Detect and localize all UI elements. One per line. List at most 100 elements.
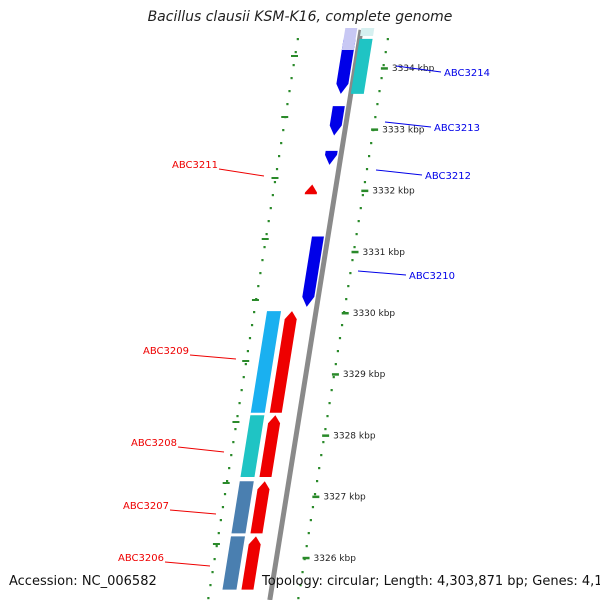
reverse-guide-dot (263, 246, 266, 249)
tick-label: 3334 kbp (392, 64, 435, 74)
minor-dash (251, 299, 259, 301)
forward-gene-ABC3210 (302, 236, 324, 307)
minor-dash (222, 482, 230, 484)
reverse-guide-dot (219, 519, 222, 522)
tick-label: 3329 kbp (343, 370, 386, 380)
forward-guide-dot (359, 207, 362, 210)
forward-guide-dot (320, 454, 323, 457)
tick-mark (302, 556, 310, 560)
tick-label: 3333 kbp (382, 125, 425, 135)
backbone-line (267, 29, 364, 600)
reverse-guide-dot (242, 376, 245, 379)
forward-guide-dot (330, 389, 333, 392)
gene-label-ABC3214: ABC3214 (444, 68, 490, 79)
reverse-gene-ABC3207 (250, 481, 270, 534)
gene-leader-line (375, 169, 423, 176)
cds-feature (222, 536, 245, 590)
forward-guide-dot (318, 467, 321, 470)
reverse-guide-dot (269, 207, 272, 210)
reverse-guide-dot (221, 506, 225, 509)
forward-guide-dot (365, 168, 369, 171)
gene-leader-line (164, 561, 211, 567)
reverse-guide-dot (250, 324, 254, 327)
forward-guide-dot (363, 181, 367, 184)
reverse-guide-dot (253, 311, 256, 314)
reverse-guide-dot (238, 402, 241, 405)
forward-guide-dot (299, 584, 302, 587)
reverse-gene-ABC3208 (259, 415, 281, 478)
forward-guide-dot (380, 77, 383, 80)
gene-label-ABC3208: ABC3208 (131, 438, 177, 449)
reverse-guide-dot (257, 285, 260, 288)
forward-guide-dot (376, 103, 379, 106)
forward-guide-dot (324, 428, 327, 431)
tick-label: 3327 kbp (323, 493, 366, 503)
reverse-guide-dot (217, 532, 220, 535)
tick-mark (341, 312, 349, 315)
minor-dash (261, 238, 269, 240)
cds-feature (250, 311, 282, 413)
forward-guide-dot (361, 194, 364, 197)
minor-dash (291, 55, 298, 57)
map-title: Bacillus clausii KSM-K16, complete genom… (147, 9, 453, 25)
reverse-guide-dot (230, 454, 233, 457)
tick-label: 3332 kbp (372, 187, 415, 197)
forward-guide-dot (338, 337, 342, 340)
forward-guide-dot (368, 155, 371, 158)
topology-text: Topology: circular; Length: 4,303,871 bp… (262, 574, 600, 589)
reverse-guide-dot (215, 545, 218, 548)
forward-guide-dot (340, 324, 344, 327)
reverse-guide-dot (267, 220, 270, 223)
forward-guide-dot (305, 545, 308, 548)
forward-guide-dot (386, 38, 389, 41)
reverse-guide-dot (236, 415, 239, 418)
gene-label-ABC3213: ABC3213 (434, 123, 480, 134)
reverse-guide-dot (282, 129, 285, 132)
accession-text: Accession: NC_006582 (9, 574, 157, 589)
forward-guide-dot (297, 597, 300, 600)
reverse-guide-dot (223, 493, 227, 496)
forward-guide-dot (309, 519, 312, 522)
reverse-guide-dot (207, 597, 210, 600)
forward-guide-dot (382, 64, 385, 67)
forward-guide-dot (316, 480, 319, 483)
gene-leader-line (384, 121, 432, 128)
reverse-guide-dot (211, 571, 214, 574)
forward-gene-ABC3214 (336, 38, 356, 94)
reverse-guide-dot (240, 389, 243, 392)
gene-label-ABC3206: ABC3206 (118, 553, 164, 564)
forward-guide-dot (384, 51, 387, 54)
forward-guide-dot (322, 441, 325, 444)
forward-guide-dot (353, 246, 356, 249)
tick-mark (361, 189, 369, 193)
reverse-gene-ABC3206 (241, 536, 261, 590)
reverse-guide-dot (292, 64, 295, 67)
forward-guide-dot (336, 350, 339, 353)
tick-label: 3326 kbp (314, 554, 357, 564)
reverse-guide-dot (228, 467, 231, 470)
gene-leader-line (177, 446, 225, 453)
tick-mark (380, 67, 388, 70)
reverse-guide-dot (261, 259, 264, 262)
reverse-guide-dot (290, 77, 293, 80)
forward-guide-dot (347, 285, 350, 288)
gene-labels: ABC3214 ABC3213 ABC3212 ABC3211 ABC3210 ABC32… (118, 65, 490, 567)
forward-guide-dot (334, 363, 337, 366)
reverse-guide-dot (294, 51, 297, 54)
forward-guide-dot (313, 493, 317, 496)
reverse-gene-ABC3209 (269, 311, 297, 413)
tick-mark (371, 128, 379, 131)
tick-mark (351, 250, 359, 254)
tick-mark (331, 373, 339, 376)
faded-forward-gene (341, 28, 358, 50)
gene-features (222, 28, 375, 590)
gene-label-ABC3212: ABC3212 (425, 171, 471, 182)
gene-leader-line (169, 509, 217, 515)
gene-leader-line (189, 354, 237, 360)
forward-gene-ABC3212 (325, 150, 338, 165)
gene-label-ABC3207: ABC3207 (123, 501, 169, 512)
forward-guide-dot (328, 402, 331, 405)
cds-feature (240, 415, 265, 478)
gene-label-ABC3209: ABC3209 (143, 346, 189, 357)
